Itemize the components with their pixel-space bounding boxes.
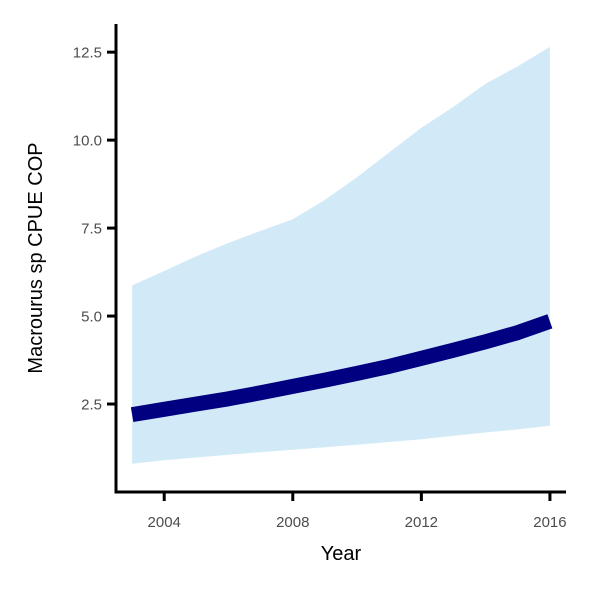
y-tick-label: 12.5 [73,45,102,62]
x-ticks: 2004 2008 2012 2016 [148,492,567,531]
y-tick-label: 5.0 [81,309,102,326]
y-ticks: 2.5 5.0 7.5 10.0 12.5 [73,45,116,414]
y-tick-label: 2.5 [81,397,102,414]
y-tick-label: 10.0 [73,133,102,150]
y-tick-label: 7.5 [81,221,102,238]
x-tick-label: 2012 [405,514,438,531]
x-tick-label: 2016 [533,514,566,531]
x-axis-title: Year [321,543,362,565]
x-tick-label: 2004 [148,514,181,531]
x-tick-label: 2008 [276,514,309,531]
y-axis-title: Macrourus sp CPUE COP [25,142,47,373]
trend-line [130,314,553,422]
